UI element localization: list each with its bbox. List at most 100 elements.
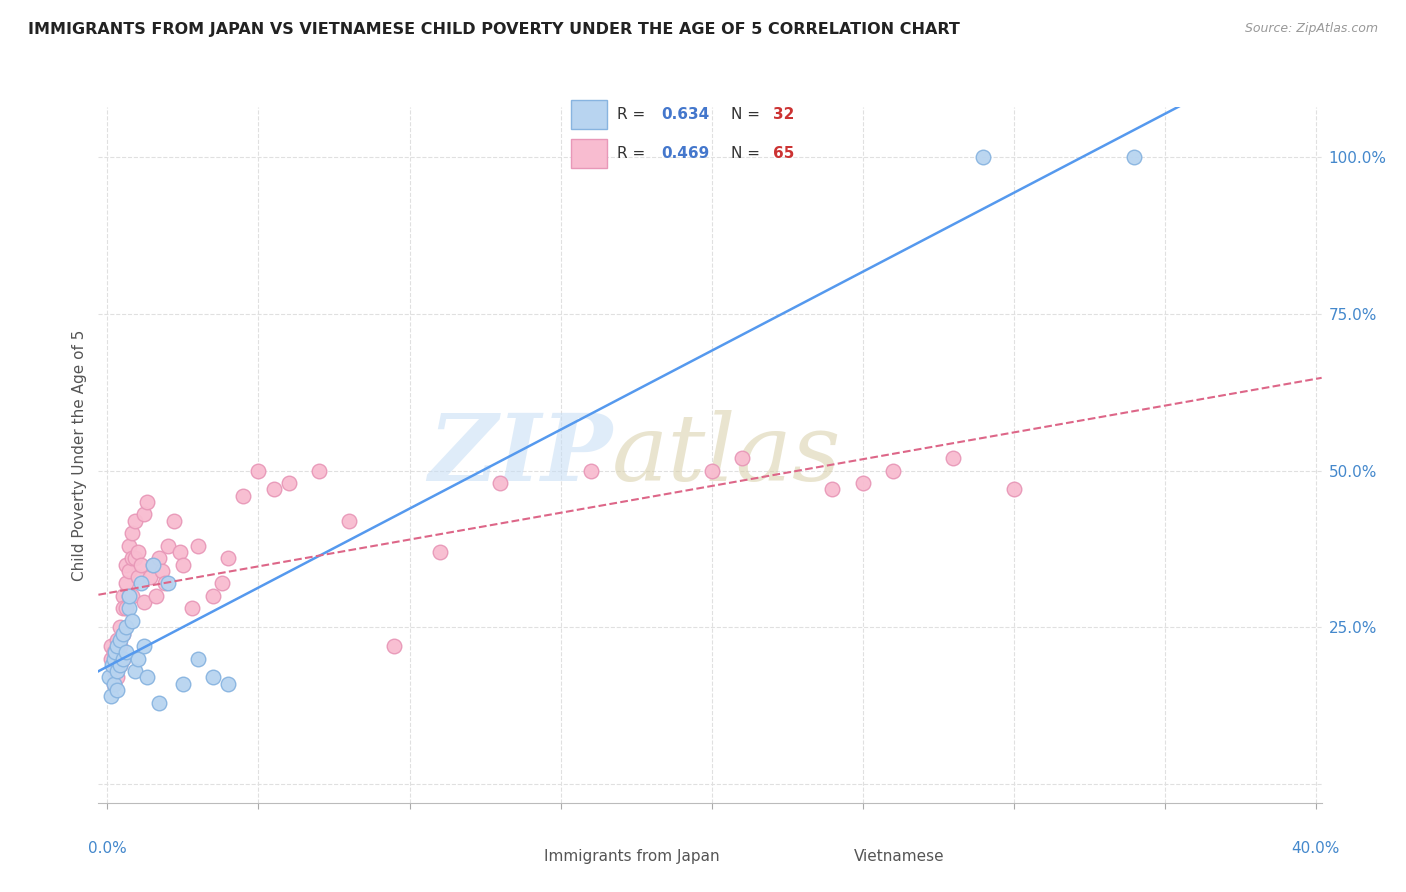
Point — [129, 576, 152, 591]
Text: R =: R = — [617, 146, 651, 161]
Text: 65: 65 — [773, 146, 794, 161]
Point — [103, 676, 125, 690]
Point — [181, 601, 204, 615]
Point — [132, 639, 155, 653]
Point — [108, 657, 131, 672]
Point — [187, 651, 209, 665]
Point — [1002, 483, 1025, 497]
Point — [121, 589, 143, 603]
Point — [103, 664, 125, 678]
Point — [142, 558, 165, 572]
Point — [489, 476, 512, 491]
Point — [117, 539, 139, 553]
Point — [111, 626, 134, 640]
Point — [1123, 150, 1146, 164]
Point — [132, 508, 155, 522]
Point — [121, 551, 143, 566]
Point — [117, 589, 139, 603]
Point — [172, 558, 194, 572]
Point — [337, 514, 360, 528]
Point — [108, 639, 131, 653]
Point — [111, 601, 134, 615]
Point — [247, 464, 270, 478]
Point — [211, 576, 233, 591]
Point — [101, 657, 124, 672]
Point — [105, 632, 128, 647]
Bar — [571, 139, 607, 169]
Text: atlas: atlas — [612, 410, 842, 500]
Point — [111, 651, 134, 665]
Point — [731, 451, 754, 466]
Bar — [571, 101, 607, 129]
Point — [98, 670, 121, 684]
Point — [127, 570, 149, 584]
Point — [100, 690, 122, 704]
Point — [114, 620, 136, 634]
Text: 40.0%: 40.0% — [1292, 841, 1340, 856]
Point — [429, 545, 451, 559]
Text: 0.0%: 0.0% — [89, 841, 127, 856]
Point — [132, 595, 155, 609]
Point — [108, 620, 131, 634]
Point — [105, 664, 128, 678]
Point — [100, 651, 122, 665]
Point — [277, 476, 299, 491]
Point — [103, 676, 125, 690]
Point — [148, 551, 170, 566]
Point — [148, 696, 170, 710]
Point — [202, 670, 225, 684]
Point — [117, 564, 139, 578]
Point — [100, 639, 122, 653]
Point — [232, 489, 254, 503]
Point — [217, 551, 239, 566]
Text: Source: ZipAtlas.com: Source: ZipAtlas.com — [1244, 22, 1378, 36]
Point — [150, 564, 173, 578]
Point — [105, 670, 128, 684]
Point — [127, 651, 149, 665]
Point — [821, 483, 844, 497]
Point — [124, 514, 146, 528]
Point — [135, 670, 157, 684]
Point — [121, 526, 143, 541]
Point — [156, 539, 179, 553]
Point — [129, 558, 152, 572]
Point — [187, 539, 209, 553]
Point — [105, 657, 128, 672]
Point — [263, 483, 285, 497]
Point — [202, 589, 225, 603]
Point — [135, 495, 157, 509]
Point — [104, 645, 127, 659]
Text: ZIP: ZIP — [427, 410, 612, 500]
Point — [105, 683, 128, 698]
Point — [579, 464, 602, 478]
Point — [153, 576, 176, 591]
Point — [384, 639, 406, 653]
Point — [308, 464, 330, 478]
Point — [156, 576, 179, 591]
Point — [108, 632, 131, 647]
Point — [105, 651, 128, 665]
Point — [882, 464, 904, 478]
Point — [114, 576, 136, 591]
Point — [117, 589, 139, 603]
Point — [169, 545, 191, 559]
Text: 0.634: 0.634 — [661, 107, 709, 122]
Point — [111, 626, 134, 640]
Text: N =: N = — [731, 107, 765, 122]
Point — [700, 464, 723, 478]
Point — [108, 657, 131, 672]
Point — [117, 601, 139, 615]
Point — [972, 150, 994, 164]
Text: 32: 32 — [773, 107, 794, 122]
Point — [111, 589, 134, 603]
Point — [142, 558, 165, 572]
Y-axis label: Child Poverty Under the Age of 5: Child Poverty Under the Age of 5 — [72, 329, 87, 581]
Point — [163, 514, 186, 528]
Point — [145, 589, 167, 603]
Point — [114, 558, 136, 572]
Text: R =: R = — [617, 107, 651, 122]
Point — [114, 601, 136, 615]
Point — [124, 551, 146, 566]
Point — [103, 651, 125, 665]
Point — [127, 545, 149, 559]
